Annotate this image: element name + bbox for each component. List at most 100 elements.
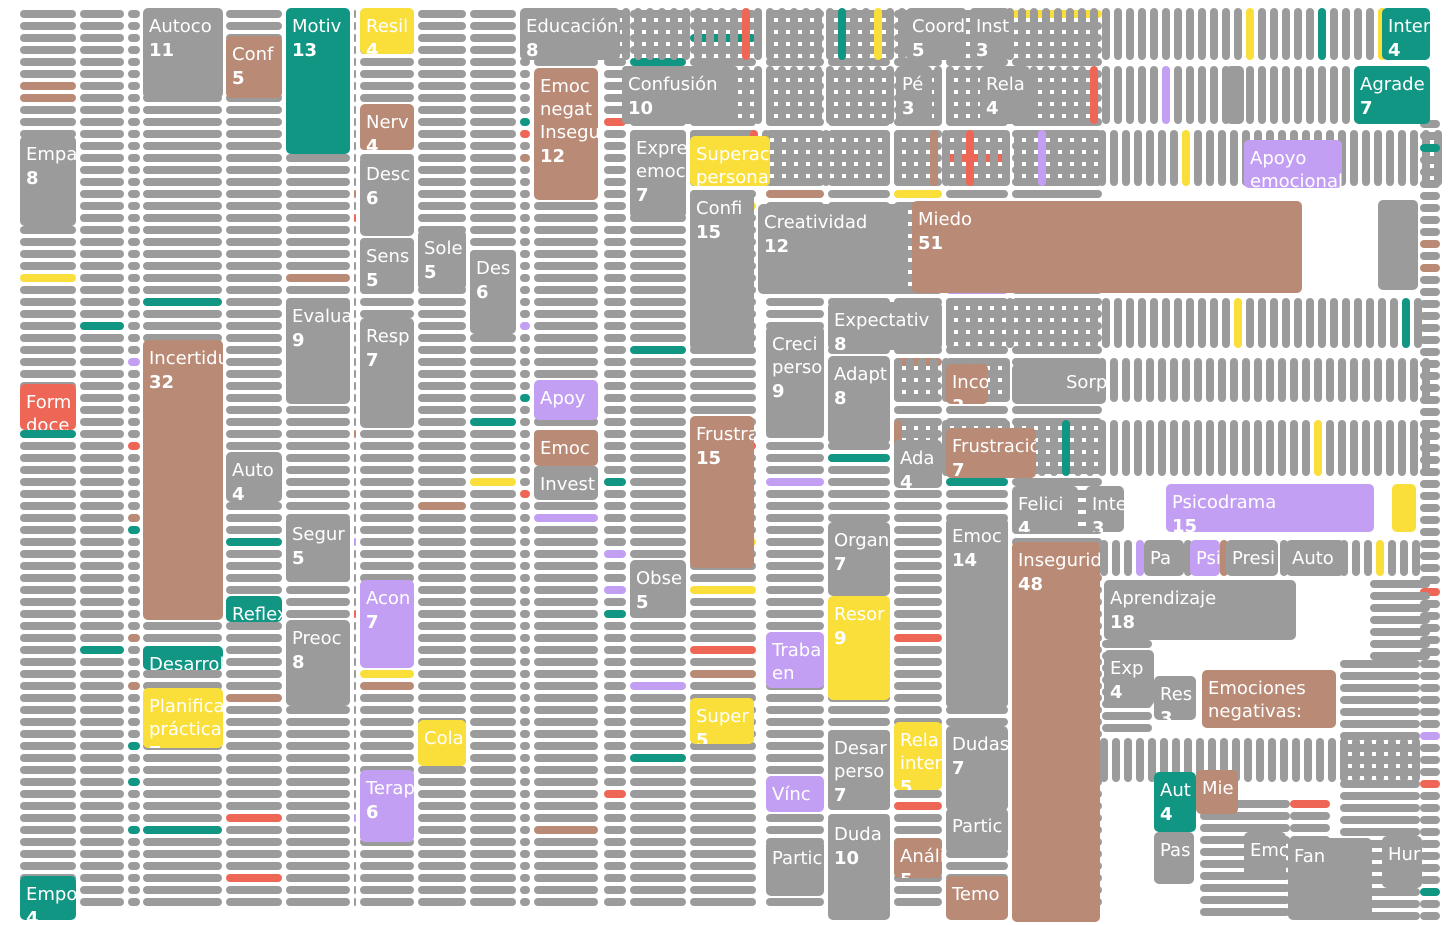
- treemap-tile-small: [80, 394, 124, 402]
- treemap-tile-small: [646, 8, 654, 60]
- treemap-tile-small: [630, 418, 686, 426]
- tile-label-group: Análi5: [900, 846, 942, 878]
- treemap-tile-small: [20, 646, 76, 654]
- treemap-tile-small: [226, 142, 282, 150]
- treemap-tile-small: [766, 754, 824, 762]
- treemap-tile-small: [418, 154, 466, 162]
- treemap-tile-small: [946, 406, 1008, 414]
- treemap-tile-small: [286, 478, 350, 486]
- treemap-tile-small: [766, 442, 824, 450]
- treemap-tile-small: [226, 274, 282, 282]
- treemap-tile-small: [354, 274, 356, 282]
- treemap-tile-small: [20, 286, 76, 294]
- treemap-tile-small: [1158, 420, 1166, 476]
- treemap-tile-small: [286, 586, 350, 594]
- treemap-tile-small: [143, 874, 222, 882]
- tile-value: 12: [764, 236, 789, 257]
- treemap-tile-small: [826, 8, 834, 60]
- treemap-tile-small: [520, 454, 530, 462]
- treemap-tile-small: [1410, 130, 1418, 186]
- treemap-tile-small: [80, 742, 124, 750]
- treemap-tile-small: [766, 706, 824, 714]
- treemap-tile-small: [1134, 358, 1142, 402]
- treemap-tile-small: [894, 526, 942, 534]
- treemap-tile-small: [143, 850, 222, 858]
- tile-value: 7: [952, 460, 965, 481]
- treemap-tile-small: [604, 742, 626, 750]
- tile-label: Miedo: [918, 209, 972, 230]
- treemap-tile-small: [226, 286, 282, 294]
- treemap-tile-small: [1270, 8, 1278, 60]
- treemap-tile-small: [520, 826, 530, 834]
- treemap-tile-small: [226, 634, 282, 642]
- treemap-tile-small: [128, 322, 140, 330]
- treemap-tile-small: [766, 478, 824, 486]
- treemap-tile-small: [828, 58, 890, 66]
- tile-label: perso: [834, 761, 884, 782]
- treemap-tile-small: [1420, 804, 1440, 812]
- tile-value: 5: [900, 777, 913, 798]
- treemap-tile-small: [754, 66, 762, 124]
- treemap-tile-small: [286, 718, 350, 726]
- treemap-tile-small: [534, 658, 598, 666]
- treemap-tile-small: [354, 586, 356, 594]
- treemap-tile-small: [20, 298, 76, 306]
- treemap-tile-small: [226, 766, 282, 774]
- treemap-tile-small: [20, 478, 76, 486]
- treemap-tile-small: [534, 814, 598, 822]
- treemap-tile-small: [1420, 852, 1440, 860]
- tile-label: Acon: [366, 588, 410, 609]
- treemap-tile-small: [930, 130, 938, 186]
- treemap-tile-small: [1318, 8, 1326, 60]
- treemap-tile-small: [286, 190, 350, 198]
- treemap-tile-small: [470, 562, 516, 570]
- treemap-tile-small: [354, 406, 356, 414]
- treemap-tile-small: [470, 718, 516, 726]
- treemap-tile-small: [604, 874, 626, 882]
- treemap-tile-small: [1266, 358, 1274, 402]
- treemap-tile-small: [470, 490, 516, 498]
- treemap-tile-small: [630, 826, 686, 834]
- treemap-tile-small: [418, 106, 466, 114]
- treemap-tile-small: [534, 514, 598, 522]
- treemap-tile-small: [604, 610, 626, 618]
- treemap-tile-small: [1114, 8, 1122, 60]
- treemap-tile-small: [226, 622, 282, 630]
- treemap-tile-small: [534, 322, 598, 330]
- treemap-tile-small: [226, 10, 282, 18]
- treemap-tile-small: [1182, 130, 1190, 186]
- treemap-tile-small: [1078, 8, 1086, 60]
- treemap-tile-small: [1420, 828, 1440, 836]
- tile-label: Duda: [834, 824, 882, 845]
- treemap-tile-small: [20, 850, 76, 858]
- tile-label: Exp: [1110, 658, 1143, 679]
- treemap-tile-small: [354, 754, 356, 762]
- tile-miedo: [912, 201, 1302, 293]
- treemap-tile-small: [534, 202, 598, 210]
- treemap-tile-small: [1420, 900, 1440, 908]
- treemap-tile-small: [520, 94, 530, 102]
- treemap-tile-small: [1294, 298, 1302, 348]
- treemap-tile-small: [766, 898, 824, 906]
- treemap-tile-small: [418, 634, 466, 642]
- treemap-tile-small: [634, 8, 642, 60]
- treemap-tile-small: [1200, 884, 1290, 892]
- treemap-tile-small: [80, 598, 124, 606]
- treemap-tile-small: [470, 346, 516, 354]
- treemap-tile-small: [630, 478, 686, 486]
- treemap-tile-small: [630, 238, 686, 246]
- treemap-tile-small: [898, 8, 906, 60]
- tile-label: Motiv: [292, 16, 342, 37]
- treemap-tile-small: [690, 610, 756, 618]
- treemap-tile-small: [1420, 756, 1440, 764]
- treemap-tile-small: [1246, 66, 1254, 124]
- treemap-tile-small: [1420, 312, 1440, 320]
- treemap-tile-small: [1370, 616, 1430, 624]
- treemap-tile-small: [1398, 130, 1406, 186]
- treemap-tile-small: [80, 406, 124, 414]
- treemap-tile-small: [630, 742, 686, 750]
- treemap-tile-small: [128, 238, 140, 246]
- treemap-tile-small: [1270, 298, 1278, 348]
